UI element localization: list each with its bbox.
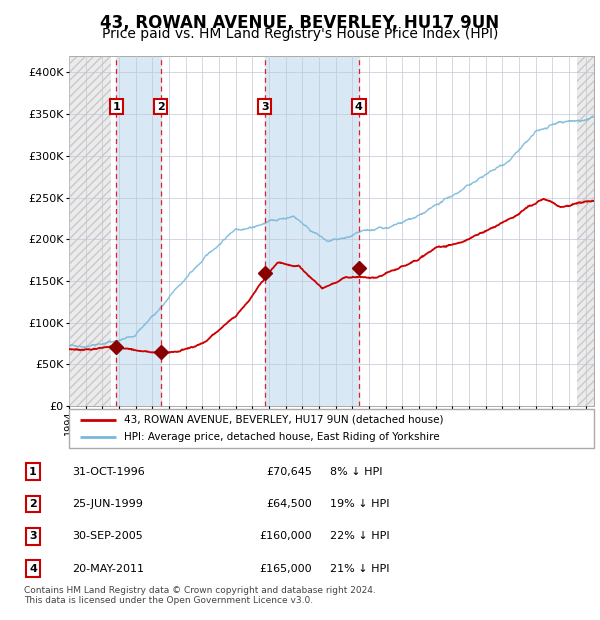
Text: Contains HM Land Registry data © Crown copyright and database right 2024.
This d: Contains HM Land Registry data © Crown c… [24,586,376,605]
Text: HPI: Average price, detached house, East Riding of Yorkshire: HPI: Average price, detached house, East… [124,432,440,442]
Text: 4: 4 [355,102,363,112]
Text: 19% ↓ HPI: 19% ↓ HPI [330,499,389,509]
Text: 22% ↓ HPI: 22% ↓ HPI [330,531,389,541]
Text: 3: 3 [29,531,37,541]
Text: 30-SEP-2005: 30-SEP-2005 [72,531,143,541]
Text: 43, ROWAN AVENUE, BEVERLEY, HU17 9UN (detached house): 43, ROWAN AVENUE, BEVERLEY, HU17 9UN (de… [124,415,443,425]
FancyBboxPatch shape [69,409,594,448]
Text: 20-MAY-2011: 20-MAY-2011 [72,564,144,574]
Bar [265,56,359,406]
Text: 1: 1 [29,467,37,477]
Text: 43, ROWAN AVENUE, BEVERLEY, HU17 9UN: 43, ROWAN AVENUE, BEVERLEY, HU17 9UN [100,14,500,32]
Text: £70,645: £70,645 [266,467,312,477]
Bar [69,56,110,406]
Text: 31-OCT-1996: 31-OCT-1996 [72,467,145,477]
Bar [577,56,594,406]
Text: £165,000: £165,000 [259,564,312,574]
Text: 21% ↓ HPI: 21% ↓ HPI [330,564,389,574]
Text: £160,000: £160,000 [259,531,312,541]
Bar [116,56,161,406]
Text: 2: 2 [29,499,37,509]
Text: 3: 3 [261,102,269,112]
Text: £64,500: £64,500 [266,499,312,509]
Text: 4: 4 [29,564,37,574]
Text: 1: 1 [112,102,120,112]
Text: Price paid vs. HM Land Registry's House Price Index (HPI): Price paid vs. HM Land Registry's House … [102,27,498,42]
Text: 8% ↓ HPI: 8% ↓ HPI [330,467,383,477]
Text: 2: 2 [157,102,164,112]
Text: 25-JUN-1999: 25-JUN-1999 [72,499,143,509]
